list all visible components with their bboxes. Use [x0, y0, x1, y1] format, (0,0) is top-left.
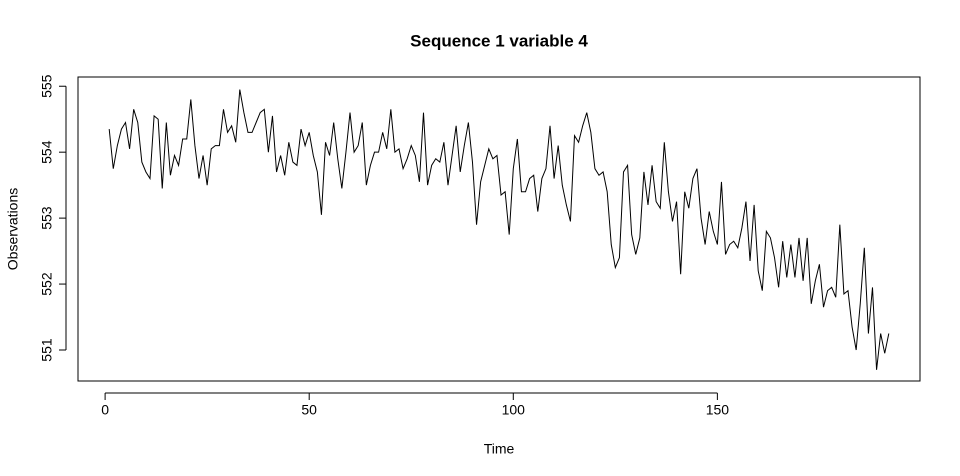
x-axis-label: Time — [484, 441, 515, 457]
plot-frame — [77, 76, 921, 382]
y-tick-label: 553 — [39, 206, 55, 230]
x-tick-label: 50 — [301, 402, 317, 418]
y-tick-label: 551 — [39, 338, 55, 362]
y-tick-label: 554 — [39, 140, 55, 164]
y-tick-label: 552 — [39, 272, 55, 296]
x-tick-label: 150 — [706, 402, 730, 418]
chart-title: Sequence 1 variable 4 — [410, 31, 588, 50]
data-line — [108, 89, 890, 370]
y-tick-label: 555 — [39, 74, 55, 98]
x-tick-label: 0 — [101, 402, 109, 418]
y-axis-label: Observations — [5, 188, 21, 270]
x-tick-label: 100 — [502, 402, 526, 418]
